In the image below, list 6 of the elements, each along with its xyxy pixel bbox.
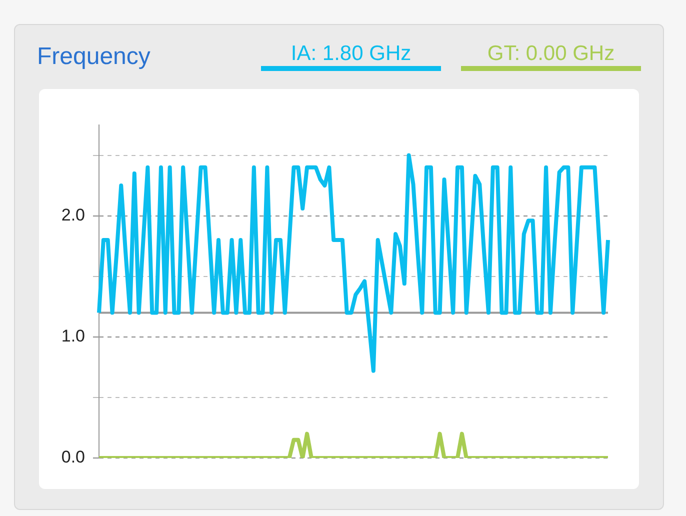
- y-tick-label: 1.0: [61, 326, 85, 346]
- y-tick-label: 2.0: [61, 206, 85, 225]
- text: GT: 0.00 GHz: [487, 42, 615, 65]
- y-tick-label: 0.0: [61, 448, 85, 467]
- text: IA: 1.80 GHz: [290, 42, 412, 65]
- chart-title: Frequency: [37, 43, 150, 71]
